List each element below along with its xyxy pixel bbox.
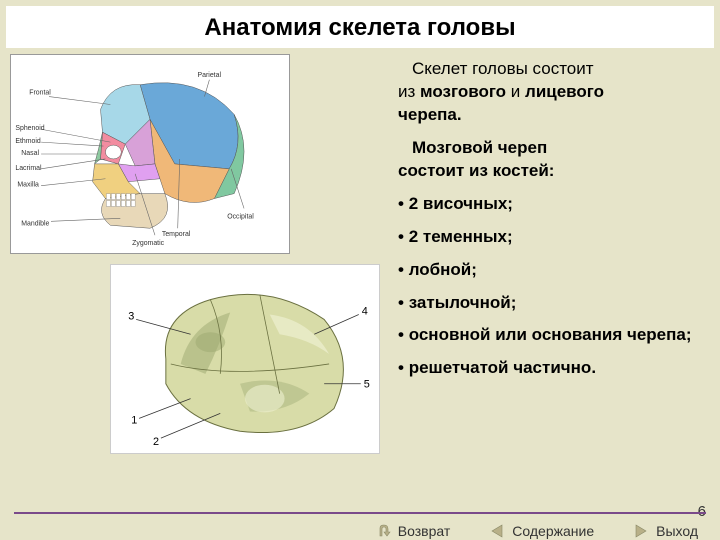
arrow-right-icon	[632, 522, 650, 540]
nav-contents[interactable]: Содержание	[488, 522, 594, 540]
label-mandible: Mandible	[21, 220, 49, 227]
text-column: Скелет головы состоит из мозгового и лиц…	[398, 54, 698, 390]
images-column: Frontal Parietal Sphenoid Ethmoid Nasal …	[10, 54, 390, 390]
label-sphenoid: Sphenoid	[15, 125, 44, 132]
nav-exit[interactable]: Выход	[632, 522, 698, 540]
nav-exit-label: Выход	[656, 523, 698, 539]
num-4: 4	[362, 305, 368, 317]
arrow-left-icon	[488, 522, 506, 540]
label-lacrimal: Lacrimal	[15, 165, 42, 172]
bone-list: 2 височных; 2 теменных; лобной; затылочн…	[398, 193, 698, 381]
label-frontal: Frontal	[29, 90, 51, 97]
label-ethmoid: Ethmoid	[15, 138, 41, 145]
list-item: решетчатой частично.	[398, 357, 698, 380]
num-5: 5	[364, 379, 370, 391]
list-item: затылочной;	[398, 292, 698, 315]
content-area: Frontal Parietal Sphenoid Ethmoid Nasal …	[0, 48, 720, 390]
nav-back-label: Возврат	[398, 523, 451, 539]
label-temporal: Temporal	[162, 231, 191, 238]
label-parietal: Parietal	[198, 72, 222, 79]
sub-heading: Мозговой череп состоит из костей:	[398, 137, 698, 183]
nav-back[interactable]: Возврат	[374, 522, 451, 540]
list-item: 2 височных;	[398, 193, 698, 216]
footer-nav: Возврат Содержание Выход	[14, 522, 706, 540]
label-maxilla: Maxilla	[17, 182, 39, 189]
list-item: лобной;	[398, 259, 698, 282]
footer-divider	[14, 512, 706, 514]
list-item: 2 теменных;	[398, 226, 698, 249]
title-bar: Анатомия скелета головы	[6, 6, 714, 48]
skull-base-svg: 1 2 3 4 5	[111, 265, 379, 453]
label-nasal: Nasal	[21, 150, 39, 157]
intro-paragraph: Скелет головы состоит из мозгового и лиц…	[398, 58, 698, 127]
list-item: основной или основания черепа;	[398, 324, 698, 347]
skull-base-diagram: 1 2 3 4 5	[110, 264, 380, 454]
skull-colored-svg: Frontal Parietal Sphenoid Ethmoid Nasal …	[11, 55, 289, 253]
u-turn-icon	[374, 522, 392, 540]
num-3: 3	[128, 310, 134, 322]
label-occipital: Occipital	[227, 213, 254, 220]
footer: Возврат Содержание Выход	[0, 512, 720, 540]
num-2: 2	[153, 436, 159, 448]
page-title: Анатомия скелета головы	[6, 14, 714, 42]
skull-lateral-diagram: Frontal Parietal Sphenoid Ethmoid Nasal …	[10, 54, 290, 254]
nav-contents-label: Содержание	[512, 523, 594, 539]
label-zygomatic: Zygomatic	[132, 240, 164, 247]
num-1: 1	[131, 414, 137, 426]
